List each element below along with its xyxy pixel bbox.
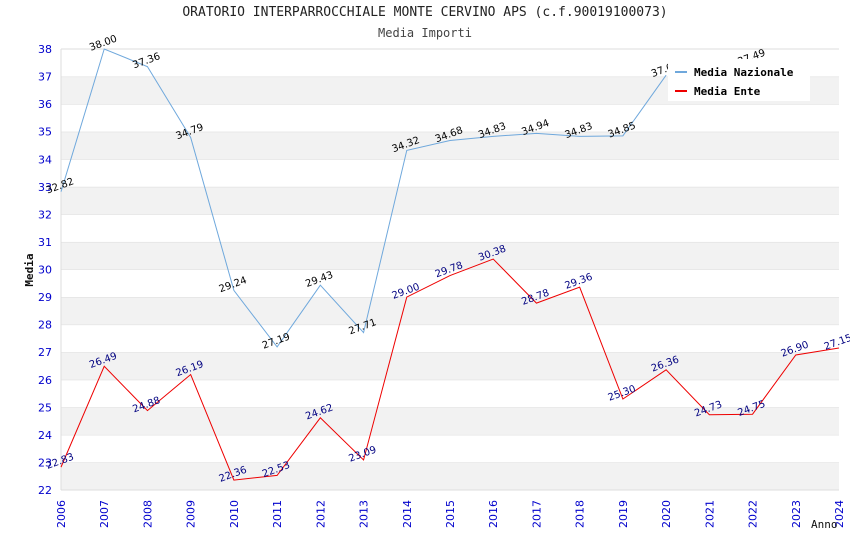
legend: Media Nazionale Media Ente: [668, 59, 810, 101]
grid-band: [61, 131, 839, 160]
legend-box: [668, 59, 810, 101]
y-tick-label: 30: [38, 264, 52, 277]
y-tick-label: 23: [38, 456, 52, 469]
y-tick-label: 26: [38, 374, 52, 387]
x-tick-label: 2011: [271, 500, 284, 528]
series-line-media-ente: [60, 258, 840, 481]
x-tick-label: 2017: [530, 500, 543, 528]
grid-band: [61, 297, 839, 325]
y-tick-label: 38: [38, 43, 52, 56]
x-tick-label: 2018: [574, 500, 587, 528]
chart-subtitle: Media Importi: [378, 26, 472, 40]
legend-label: Media Nazionale: [694, 66, 794, 79]
grid-band: [61, 241, 839, 270]
x-tick-label: 2020: [660, 500, 673, 528]
y-tick-label: 35: [38, 126, 52, 139]
chart-title: ORATORIO INTERPARROCCHIALE MONTE CERVINO…: [182, 5, 668, 20]
grid-band: [61, 214, 839, 242]
grid-bands: [60, 48, 839, 491]
y-tick-label: 37: [38, 71, 52, 84]
x-axis-label: Anno: [811, 518, 838, 531]
x-tick-label: 2019: [617, 500, 630, 528]
y-axis-ticks: 22 23 24 25 26 27 28 29 30 31 32 33 34 35 36 37 38: [38, 43, 52, 497]
y-tick-label: 24: [38, 429, 52, 442]
x-tick-label: 2024: [833, 500, 846, 528]
grid-band: [61, 379, 839, 408]
series-lines: [60, 48, 840, 481]
x-tick-label: 2012: [314, 500, 327, 528]
grid-band: [61, 186, 839, 215]
x-tick-label: 2022: [747, 500, 760, 528]
grid-band: [61, 434, 839, 463]
x-tick-label: 2006: [55, 500, 68, 528]
grid-band: [61, 269, 839, 298]
y-tick-label: 27: [38, 346, 52, 359]
x-axis-ticks: 2006 2007 2008 2009 2010 2011 2012 2013 2014 2015…: [55, 500, 846, 528]
x-tick-label: 2010: [228, 500, 241, 528]
y-tick-label: 33: [38, 181, 52, 194]
y-tick-label: 29: [38, 291, 52, 304]
y-tick-label: 25: [38, 401, 52, 414]
grid-band: [61, 407, 839, 435]
x-tick-label: 2009: [185, 500, 198, 528]
y-tick-label: 28: [38, 319, 52, 332]
x-tick-label: 2021: [703, 500, 716, 528]
x-tick-label: 2015: [444, 500, 457, 528]
legend-label: Media Ente: [694, 85, 761, 98]
grid-band: [61, 104, 839, 132]
y-tick-label: 34: [38, 153, 52, 166]
x-tick-label: 2013: [358, 500, 371, 528]
grid-band: [61, 324, 839, 353]
grid-band: [61, 159, 839, 187]
y-tick-label: 31: [38, 236, 52, 249]
x-tick-label: 2007: [98, 500, 111, 528]
x-tick-label: 2008: [141, 500, 154, 528]
series-line-media-nazionale: [60, 48, 667, 348]
y-tick-label: 36: [38, 98, 52, 111]
y-axis-label: Media: [23, 253, 36, 286]
y-tick-label: 32: [38, 208, 52, 221]
x-tick-label: 2016: [487, 500, 500, 528]
grid-band: [61, 462, 839, 490]
x-tick-label: 2014: [401, 500, 414, 528]
y-tick-label: 22: [38, 484, 52, 497]
x-tick-label: 2023: [790, 500, 803, 528]
